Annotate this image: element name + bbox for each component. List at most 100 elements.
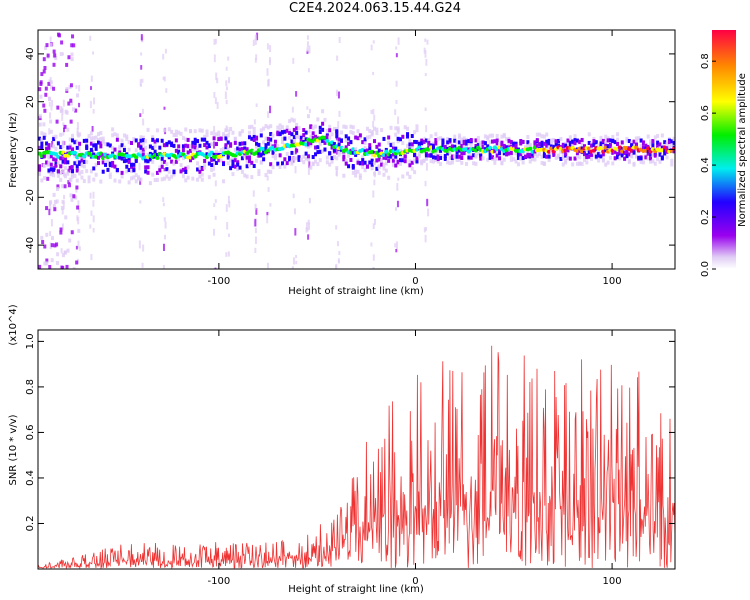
noise-cell bbox=[63, 184, 67, 189]
ridge-halo-cell bbox=[604, 140, 608, 145]
ridge-cell bbox=[271, 150, 275, 155]
ridge-halo-cell bbox=[339, 150, 343, 155]
ridge-cell bbox=[349, 148, 353, 153]
ridge-cell bbox=[283, 129, 287, 134]
ridge-halo-cell bbox=[342, 173, 346, 178]
ridge-halo-cell bbox=[278, 127, 282, 132]
noise-cell bbox=[395, 241, 398, 249]
ridge-cell bbox=[316, 136, 320, 141]
ridge-halo-cell bbox=[358, 175, 362, 180]
ridge-cell bbox=[495, 138, 499, 143]
ridge-cell bbox=[99, 144, 103, 149]
noise-cell bbox=[372, 266, 375, 269]
ridge-cell bbox=[321, 121, 325, 126]
ridge-halo-cell bbox=[276, 144, 280, 149]
noise-cell bbox=[305, 227, 308, 233]
ridge-cell bbox=[127, 168, 131, 173]
noise-cell bbox=[59, 52, 63, 57]
noise-cell bbox=[76, 215, 79, 222]
ridge-cell bbox=[167, 140, 171, 145]
ridge-cell bbox=[599, 143, 603, 148]
ridge-cell bbox=[457, 154, 461, 159]
ridge-cell bbox=[396, 136, 400, 141]
ridge-halo-cell bbox=[413, 158, 417, 163]
ridge-halo-cell bbox=[163, 176, 167, 181]
ridge-core-cell bbox=[372, 153, 377, 158]
noise-cell bbox=[50, 236, 54, 241]
ridge-halo-cell bbox=[266, 169, 270, 174]
ridge-halo-cell bbox=[205, 129, 209, 134]
ridge-cell bbox=[356, 136, 360, 141]
ridge-cell bbox=[498, 156, 502, 161]
ridge-cell bbox=[108, 163, 112, 168]
ridge-halo-cell bbox=[328, 162, 332, 167]
noise-cell bbox=[69, 98, 73, 103]
noise-cell bbox=[306, 227, 309, 232]
noise-cell bbox=[78, 145, 81, 153]
ridge-cell bbox=[54, 158, 58, 163]
noise-cell bbox=[56, 184, 60, 189]
ridge-halo-cell bbox=[210, 167, 214, 172]
ridge-cell bbox=[66, 145, 70, 150]
ridge-halo-cell bbox=[120, 174, 124, 179]
ridge-cell bbox=[415, 140, 419, 145]
colorbar-gradient bbox=[712, 30, 736, 269]
ridge-cell bbox=[649, 156, 653, 161]
ridge-cell bbox=[521, 139, 525, 144]
ridge-cell bbox=[85, 144, 89, 149]
ridge-cell bbox=[71, 169, 75, 174]
ridge-halo-cell bbox=[73, 173, 77, 178]
ridge-cell bbox=[75, 164, 79, 169]
ridge-cell bbox=[601, 152, 605, 157]
ridge-cell bbox=[96, 155, 100, 160]
ridge-halo-cell bbox=[309, 165, 313, 170]
ridge-cell bbox=[170, 141, 174, 146]
ridge-cell bbox=[130, 164, 134, 169]
ridge-cell bbox=[512, 141, 516, 146]
ridge-cell bbox=[457, 140, 461, 145]
ridge-halo-cell bbox=[505, 137, 509, 142]
ridge-halo-cell bbox=[96, 137, 100, 142]
ridge-cell bbox=[281, 130, 285, 135]
noise-cell bbox=[62, 99, 65, 107]
ridge-cell bbox=[139, 138, 143, 143]
noise-cell bbox=[266, 262, 269, 269]
ridge-cell bbox=[368, 143, 372, 148]
ridge-cell bbox=[354, 152, 358, 157]
ridge-halo-cell bbox=[339, 130, 343, 135]
noise-cell bbox=[42, 57, 46, 62]
ridge-halo-cell bbox=[585, 160, 589, 165]
noise-cell bbox=[164, 221, 167, 229]
ridge-cell bbox=[290, 132, 294, 137]
ridge-cell bbox=[94, 143, 98, 148]
snr-marks bbox=[38, 345, 675, 569]
ridge-cell bbox=[542, 151, 546, 156]
ridge-halo-cell bbox=[89, 131, 93, 136]
ridge-cell bbox=[467, 147, 471, 152]
ridge-halo-cell bbox=[276, 125, 280, 130]
noise-cell bbox=[397, 37, 400, 45]
noise-cell bbox=[213, 163, 216, 171]
ridge-halo-cell bbox=[656, 157, 660, 162]
noise-cell bbox=[43, 175, 47, 180]
noise-cell bbox=[255, 103, 258, 107]
ridge-halo-cell bbox=[398, 161, 402, 166]
noise-cell bbox=[52, 204, 56, 209]
ridge-halo-cell bbox=[306, 144, 310, 149]
ridge-halo-cell bbox=[507, 136, 511, 141]
ridge-cell bbox=[172, 170, 176, 175]
ridge-cell bbox=[358, 161, 362, 166]
noise-cell bbox=[45, 43, 49, 48]
ridge-cell bbox=[45, 141, 49, 146]
ridge-halo-cell bbox=[439, 136, 443, 141]
ridge-cell bbox=[179, 169, 183, 174]
noise-cell bbox=[162, 197, 165, 202]
ridge-cell bbox=[663, 148, 667, 153]
ridge-halo-cell bbox=[177, 130, 181, 135]
ridge-halo-cell bbox=[434, 151, 438, 156]
ridge-halo-cell bbox=[153, 178, 157, 183]
ridge-cell bbox=[535, 143, 539, 148]
ridge-cell bbox=[351, 165, 355, 170]
ridge-halo-cell bbox=[85, 169, 89, 174]
ridge-cell bbox=[533, 149, 537, 154]
